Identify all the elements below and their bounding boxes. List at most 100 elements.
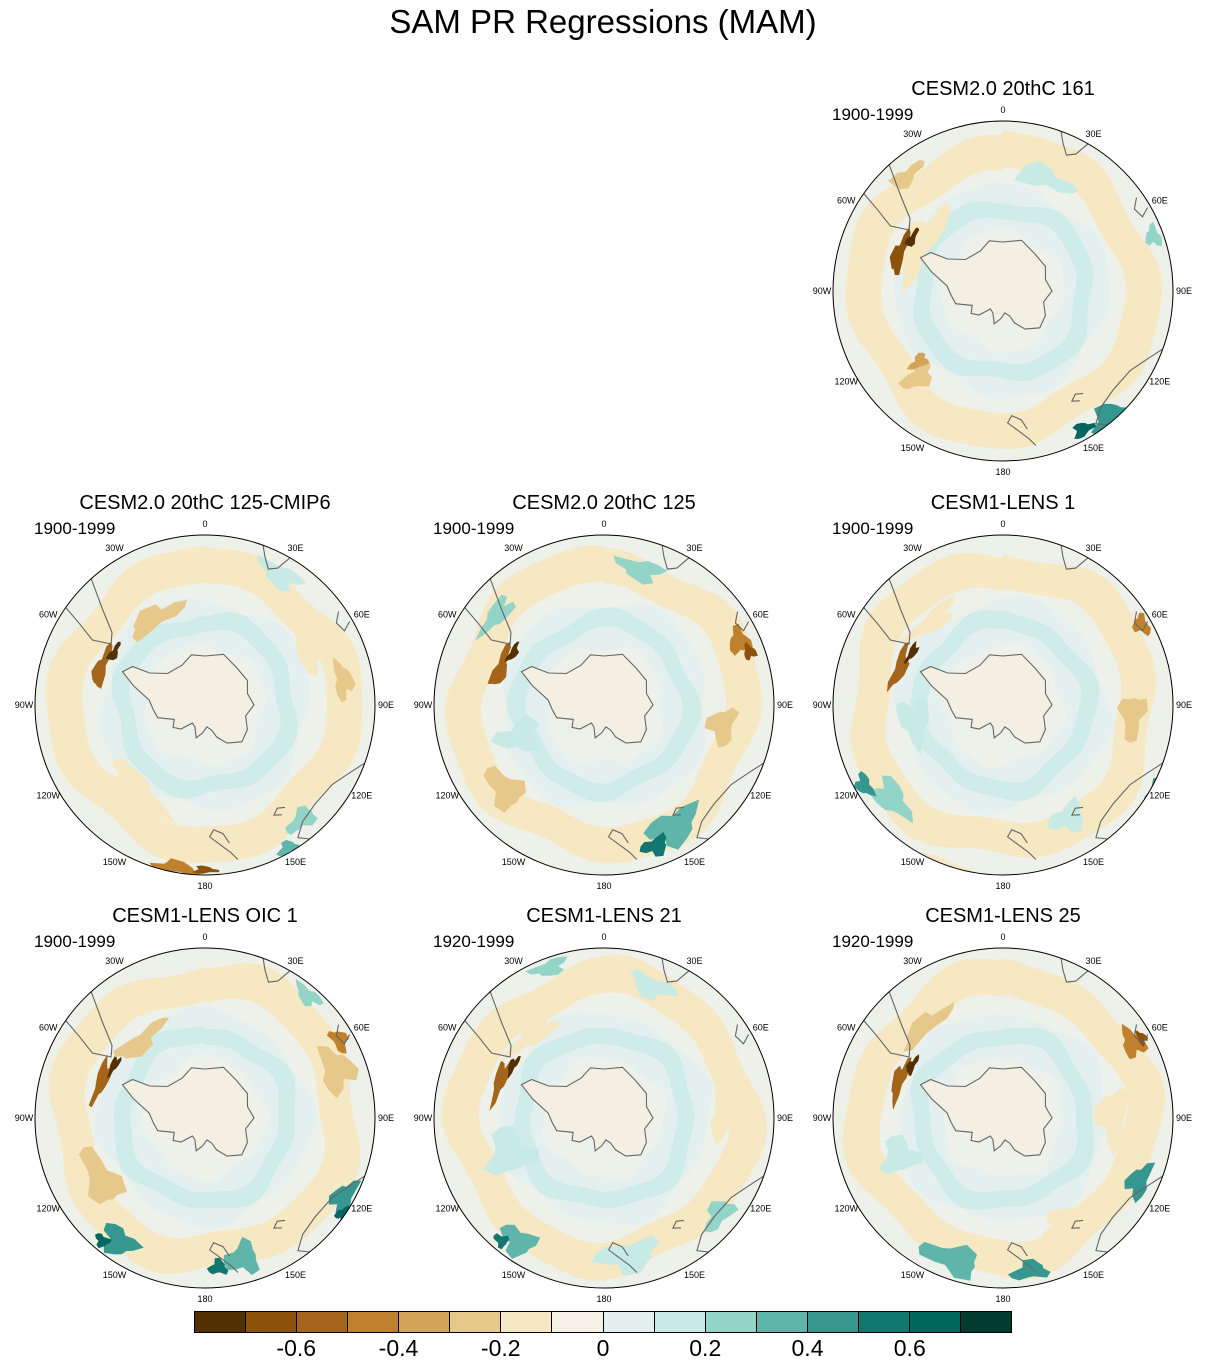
colorbar-box xyxy=(807,1312,859,1332)
contour-patch xyxy=(891,1057,912,1110)
longitude-label: 90E xyxy=(1176,1113,1192,1123)
contour-patch xyxy=(904,227,920,247)
longitude-label: 150W xyxy=(901,857,925,867)
contour-patch xyxy=(1092,1088,1131,1156)
map-border xyxy=(832,534,1174,876)
longitude-label: 0 xyxy=(601,519,606,529)
longitude-label: 90W xyxy=(15,700,34,710)
longitude-label: 30E xyxy=(1085,956,1101,966)
contour-patch xyxy=(906,352,930,370)
longitude-label: 90E xyxy=(1176,286,1192,296)
colorbar-tick-label: 0.6 xyxy=(893,1335,926,1361)
map-border xyxy=(34,534,376,876)
longitude-label: 120E xyxy=(1149,791,1170,801)
map-panel: 0 30E 60E 90E 120E 150E 180 150W 120W 90W 60W 30W C… xyxy=(803,492,1203,905)
longitude-label: 90W xyxy=(15,1113,34,1123)
longitude-label: 30E xyxy=(1085,129,1101,139)
contour-patch xyxy=(95,1233,112,1249)
contour-patch xyxy=(132,599,188,643)
polar-map: 0 30E 60E 90E 120E 150E 180 150W 120W 90W 60W 30W xyxy=(414,932,793,1304)
coastline xyxy=(1006,1242,1037,1273)
contour-patch xyxy=(1007,1258,1051,1281)
contour-patch xyxy=(525,956,568,976)
longitude-label: 180 xyxy=(995,467,1010,477)
contour-field xyxy=(434,535,774,875)
coastline xyxy=(1095,1175,1163,1253)
contour-patch xyxy=(903,1002,955,1052)
contour-field xyxy=(35,535,375,875)
longitude-label: 60W xyxy=(438,610,457,620)
coastline xyxy=(272,806,286,816)
contour-patch xyxy=(1072,422,1097,439)
panel-title: CESM1-LENS OIC 1 xyxy=(112,905,298,927)
longitude-label: 150W xyxy=(103,857,127,867)
coastline xyxy=(661,958,690,983)
contour-patch xyxy=(639,832,667,857)
contour-patch xyxy=(113,1017,170,1059)
colorbar-box xyxy=(960,1312,1011,1332)
colorbar-box xyxy=(858,1312,910,1332)
longitude-label: 150E xyxy=(1083,1270,1104,1280)
contour-patch xyxy=(88,1054,114,1108)
contour-patch xyxy=(878,1134,923,1175)
longitude-label: 60E xyxy=(354,1023,370,1033)
map-panel: 0 30E 60E 90E 120E 150E 180 150W 120W 90W 60W 30W C… xyxy=(5,492,405,905)
longitude-label: 60E xyxy=(1152,196,1168,206)
longitude-label: 150W xyxy=(901,443,925,453)
contour-patch xyxy=(103,1222,144,1255)
longitude-label: 150E xyxy=(1083,443,1104,453)
contour-field xyxy=(833,121,1173,461)
contour-patch xyxy=(285,805,318,835)
longitude-label: 60W xyxy=(39,1023,58,1033)
map-panel: 0 30E 60E 90E 120E 150E 180 150W 120W 90W 60W 30W C… xyxy=(404,905,804,1318)
coastline xyxy=(297,1175,365,1253)
colorbar-box xyxy=(195,1312,247,1332)
coastline xyxy=(607,829,638,860)
contour-patch xyxy=(493,1233,510,1250)
longitude-label: 30W xyxy=(504,956,523,966)
contour-patch xyxy=(489,1059,513,1112)
contour-patch xyxy=(1121,1023,1149,1060)
polar-map: 0 30E 60E 90E 120E 150E 180 150W 120W 90W 60W 30W xyxy=(15,932,394,1304)
longitude-label: 0 xyxy=(202,932,207,942)
coastline xyxy=(1006,829,1037,860)
contour-patch xyxy=(257,554,306,592)
contour-patch xyxy=(286,607,336,677)
contour-patch xyxy=(206,1257,229,1275)
map-panel: 0 30E 60E 90E 120E 150E 180 150W 120W 90W 60W 30W C… xyxy=(803,78,1203,491)
contour-patch xyxy=(276,839,300,856)
colorbar-box xyxy=(501,1312,553,1332)
polar-map: 0 30E 60E 90E 120E 150E 180 150W 120W 90W 60W 30W xyxy=(813,932,1192,1304)
colorbar-labels: -0.6 -0.4 -0.2 0 0.2 0.4 0.6 xyxy=(0,1334,1206,1364)
panel-title: CESM1-LENS 1 xyxy=(930,492,1076,514)
coastline xyxy=(272,1219,286,1229)
contour-patch xyxy=(1091,403,1133,436)
contour-patch xyxy=(744,641,758,661)
coastline xyxy=(671,1219,685,1229)
contour-patch xyxy=(704,1201,739,1233)
longitude-label: 150E xyxy=(285,857,306,867)
colorbar xyxy=(194,1311,1012,1333)
map-border xyxy=(34,947,376,1289)
contour-patch xyxy=(1132,612,1151,637)
negative-anomaly-band xyxy=(899,1013,1106,1222)
contour-patch xyxy=(105,641,121,661)
coastline xyxy=(208,1242,239,1273)
contour-patch xyxy=(1116,697,1149,743)
panel-years: 1900-1999 xyxy=(34,932,116,951)
map-border xyxy=(832,120,1174,462)
negative-anomaly-band xyxy=(497,1012,713,1226)
colorbar-tick-label: -0.4 xyxy=(378,1335,419,1361)
colorbar-tick-label: -0.2 xyxy=(480,1335,521,1361)
longitude-label: 90E xyxy=(378,700,394,710)
contour-field xyxy=(434,948,774,1288)
map-border xyxy=(832,947,1174,1289)
contour-field xyxy=(833,535,1173,875)
colorbar-box xyxy=(654,1312,706,1332)
panel-title: CESM1-LENS 21 xyxy=(526,905,682,927)
coastline xyxy=(1133,197,1149,218)
longitude-label: 30E xyxy=(287,543,303,553)
antarctica-coastline xyxy=(520,1066,654,1157)
longitude-label: 60E xyxy=(1152,1023,1168,1033)
polar-map: 0 30E 60E 90E 120E 150E 180 150W 120W 90W 60W 30W xyxy=(414,519,793,891)
